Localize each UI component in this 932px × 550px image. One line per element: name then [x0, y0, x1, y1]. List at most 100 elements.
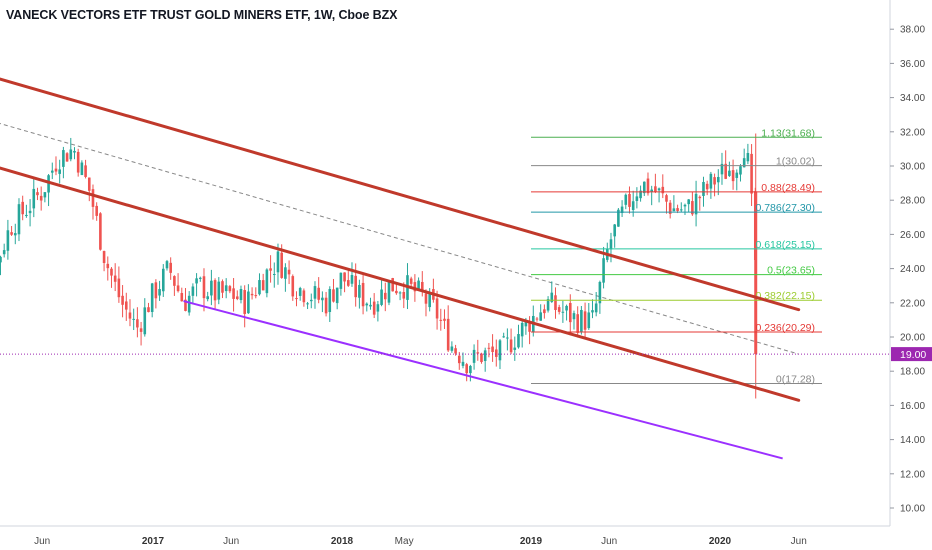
candle-body: [272, 273, 276, 275]
candle-body: [50, 170, 54, 173]
candle-body: [698, 196, 702, 199]
fib-level-label: 0.618(25.15): [755, 239, 815, 251]
channel-trendline: [0, 77, 801, 312]
candle-body: [324, 297, 328, 314]
candle-body: [487, 347, 491, 349]
candle-body: [158, 289, 161, 296]
candle-body: [580, 309, 583, 333]
candle-body: [0, 256, 2, 263]
candle-body: [143, 307, 147, 335]
candle-body: [472, 349, 476, 363]
candle-body: [25, 214, 28, 217]
candle-body: [716, 176, 720, 183]
candle-body: [195, 278, 198, 284]
candle-body: [387, 281, 391, 303]
current-price-label: 19.00: [900, 349, 926, 361]
candle-body: [184, 299, 187, 311]
candle-body: [247, 291, 250, 314]
candle-body: [420, 281, 424, 292]
candle-body: [28, 210, 32, 214]
candle-body: [724, 163, 727, 179]
candle-body: [483, 350, 487, 361]
candle-body: [454, 348, 457, 354]
candle-body: [91, 189, 95, 207]
candle-body: [631, 201, 635, 210]
candle-body: [313, 286, 317, 299]
candle-body: [469, 365, 472, 374]
fibonacci-retracement[interactable]: 1.13(31.68) 1(30.02) 0.88(28.49) 0.786(27.3…: [531, 127, 822, 386]
candle-body: [284, 267, 287, 279]
fib-level-label: 0.382(22.15): [755, 290, 815, 302]
candle-body: [513, 347, 517, 350]
candle-body: [672, 208, 676, 212]
time-tick-label: 2020: [709, 536, 732, 547]
candle-body: [383, 292, 387, 300]
candle-body: [147, 307, 150, 313]
candle-body: [720, 163, 724, 175]
support-trendline[interactable]: [183, 300, 783, 460]
price-tick-label: 22.00: [900, 298, 925, 309]
candle-body: [309, 299, 313, 302]
candle-body: [306, 303, 309, 305]
candle-body: [594, 303, 598, 313]
candle-body: [413, 282, 417, 292]
candle-body: [36, 192, 39, 196]
candle-body: [332, 289, 335, 302]
channel-trendline: [0, 166, 801, 402]
candle-body: [691, 201, 694, 215]
candle-body: [343, 272, 346, 282]
candlestick-series: [0, 133, 758, 399]
candle-body: [176, 285, 180, 292]
candle-body: [73, 150, 76, 153]
candle-body: [17, 204, 21, 235]
fib-level-label: 0.236(20.29): [755, 322, 815, 334]
candle-body: [557, 307, 561, 312]
candle-body: [576, 314, 579, 333]
candle-body: [380, 289, 383, 305]
candle-body: [446, 318, 450, 351]
candle-body: [113, 275, 117, 282]
candle-body: [110, 268, 113, 276]
candle-body: [376, 304, 380, 312]
candle-body: [676, 208, 679, 212]
candle-body: [346, 280, 350, 286]
time-tick-label: 2018: [331, 536, 354, 547]
candle-body: [568, 302, 572, 323]
candle-body: [565, 305, 568, 311]
candle-body: [506, 337, 509, 339]
price-tick-label: 20.00: [900, 333, 925, 344]
candle-body: [280, 252, 283, 278]
price-tick-label: 28.00: [900, 196, 925, 207]
candle-body: [161, 268, 165, 292]
candle-body: [639, 190, 642, 199]
candle-body: [10, 232, 13, 235]
candle-body: [583, 311, 587, 330]
time-axis[interactable]: Jun 2017 Jun 2018 May 2019 Jun 2020 Jun: [34, 536, 807, 547]
candle-body: [217, 281, 221, 300]
candle-body: [668, 202, 672, 214]
candle-body: [54, 168, 58, 172]
candle-body: [705, 183, 709, 190]
candle-body: [613, 224, 616, 237]
price-tick-label: 16.00: [900, 401, 925, 412]
descending-channel[interactable]: [0, 69, 801, 402]
candle-body: [206, 296, 209, 300]
candle-body: [365, 303, 369, 306]
candle-body: [554, 295, 557, 310]
price-axis[interactable]: 10.00 12.00 14.00 16.00 18.00 20.00 22.00 24.00…: [0, 0, 925, 527]
price-tick-label: 30.00: [900, 162, 925, 173]
candle-body: [21, 201, 24, 215]
candle-body: [124, 301, 128, 310]
price-tick-label: 36.00: [900, 59, 925, 70]
candle-body: [361, 282, 365, 307]
candle-body: [65, 153, 69, 162]
candle-body: [6, 230, 10, 251]
candle-body: [683, 204, 687, 207]
candle-body: [535, 318, 539, 320]
candle-body: [742, 158, 746, 168]
candle-body: [524, 320, 528, 327]
candle-body: [354, 275, 357, 298]
candle-body: [198, 277, 202, 279]
fib-level-label: 0.5(23.65): [767, 265, 815, 277]
